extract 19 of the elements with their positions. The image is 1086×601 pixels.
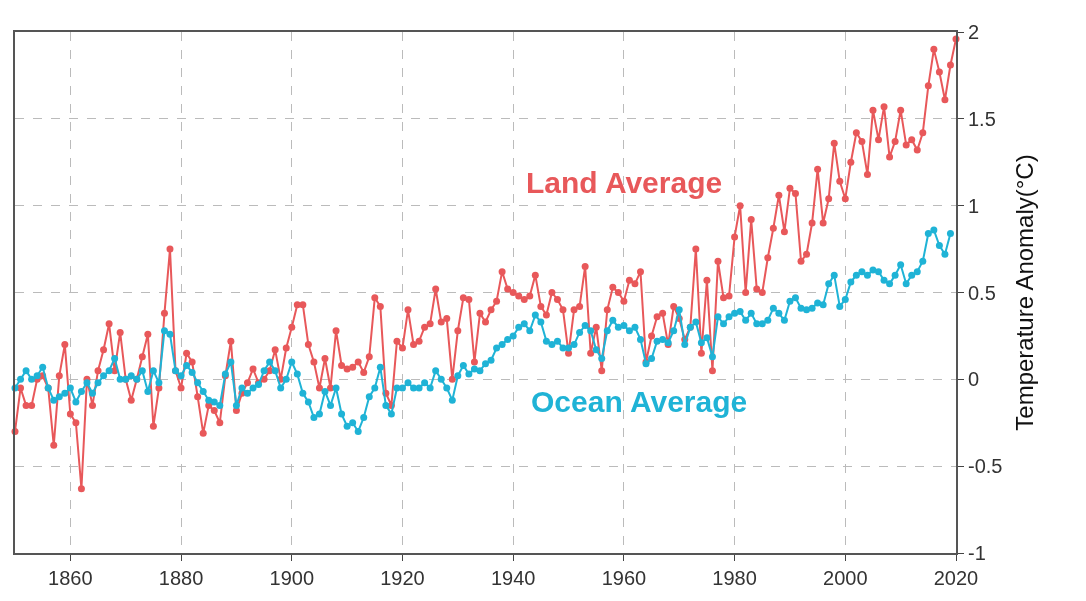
y-tick-label: 2 [968,21,980,43]
x-tick-label: 1880 [158,567,204,589]
y-axis-title: Temperature Anomaly(°C) [1011,154,1039,431]
y-tick-label: 0 [968,368,980,391]
series-label: Ocean Average [531,385,748,418]
y-tick-label: -0.5 [968,455,1003,478]
x-tick-label: 1920 [380,567,425,589]
x-tick-label: 1900 [269,567,315,589]
series-label: Land Average [526,166,723,199]
x-tick-label: 1940 [490,567,536,589]
y-tick-label: -1 [968,542,986,564]
x-tick-label: 1980 [712,567,757,589]
x-tick-label: 1960 [601,567,647,589]
x-tick-label: 2000 [823,567,868,589]
x-tick-label: 2020 [933,567,979,589]
y-tick-label: 0.5 [968,281,996,304]
y-tick-label: 1.5 [968,107,996,130]
y-tick-label: 1 [968,194,980,217]
x-tick-label: 1860 [48,567,93,589]
